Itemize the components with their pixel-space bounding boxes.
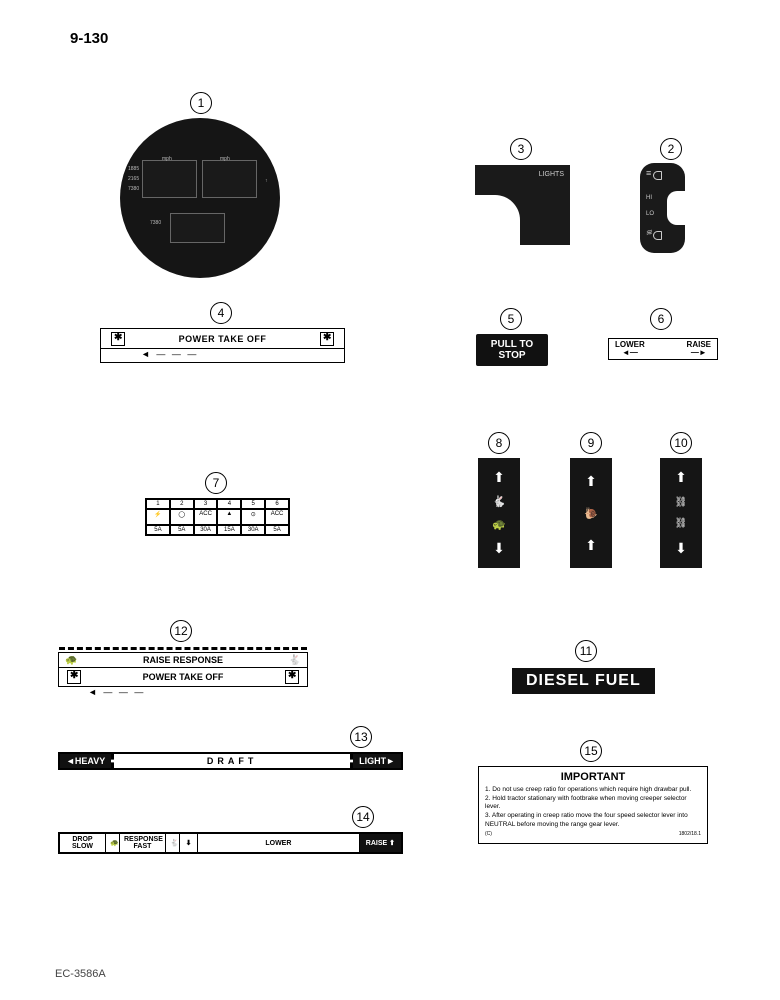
lights-title: LIGHTS: [539, 171, 564, 178]
important-heading: IMPORTANT: [485, 771, 701, 783]
d10-hitch-up-icon: ⛓: [675, 497, 688, 508]
decal-gauge: mph mph 1885 2165 7380 7380 ↑: [120, 118, 280, 278]
decal-lights: LIGHTS: [475, 165, 570, 245]
decal-draft: ◄HEAVY DRAFT LIGHT►: [58, 752, 403, 770]
raise-cap: RAISE: [366, 840, 387, 847]
decal-raise-response: 🐢 RAISE RESPONSE 🐇 POWER TAKE OFF ◄ — — …: [58, 652, 308, 697]
callout-5: 5: [500, 308, 522, 330]
important-l2: 2. Hold tractor stationary with footbrak…: [485, 795, 701, 811]
draft-mid: DRAFT: [111, 754, 353, 768]
lo-label: LO: [646, 211, 654, 217]
drop-label: DROP: [64, 836, 101, 843]
decal-10: ⬆ ⛓ ⛓ ⬇: [660, 458, 702, 568]
callout-11: 11: [575, 640, 597, 662]
fuse-symbols: ⚡ ◯ ACC ▲ ⊙ ACC: [146, 509, 289, 525]
important-fL: (C): [485, 831, 492, 837]
callout-15: 15: [580, 740, 602, 762]
hi-beam-icon: [648, 171, 662, 179]
footer-code: EC-3586A: [55, 968, 106, 980]
pull-line2: STOP: [498, 350, 525, 361]
d10-up: ⬆: [675, 469, 687, 486]
decal-pto: POWER TAKE OFF ◄ — — —: [100, 328, 345, 363]
important-l3: 3. After operating in creep ratio move t…: [485, 812, 701, 828]
decal-fuse: 1 2 3 4 5 6 ⚡ ◯ ACC ▲ ⊙ ACC 5A 5A 30A 15…: [145, 498, 290, 536]
slow-label: SLOW: [64, 843, 101, 850]
callout-12: 12: [170, 620, 192, 642]
d9-up2: ⬆: [585, 537, 597, 554]
d8-up: ⬆: [493, 469, 505, 486]
fuse-header: 1 2 3 4 5 6: [146, 499, 289, 509]
callout-1: 1: [190, 92, 212, 114]
decal-lower-raise: LOWER ◄— RAISE —►: [608, 338, 718, 360]
raise-response-title: RAISE RESPONSE: [143, 655, 223, 665]
callout-2: 2: [660, 138, 682, 160]
gauge-row-c2: 7380: [150, 220, 161, 226]
callout-13: 13: [350, 726, 372, 748]
callout-4: 4: [210, 302, 232, 324]
callout-9: 9: [580, 432, 602, 454]
decal-8: ⬆ 🐇 🐢 ⬇: [478, 458, 520, 568]
draft-heavy: ◄HEAVY: [60, 754, 111, 768]
rabbit-icon: 🐇: [289, 655, 301, 666]
gauge-row-b: 2165: [128, 176, 139, 182]
pull-line1: PULL TO: [491, 339, 533, 350]
callout-14: 14: [352, 806, 374, 828]
d8-turtle-icon: 🐢: [492, 518, 506, 531]
callout-6: 6: [650, 308, 672, 330]
lower-arrow: ◄—: [615, 349, 645, 357]
d8-down: ⬇: [493, 540, 505, 557]
sun-icon-right: [320, 332, 334, 346]
decal-pull-stop: PULL TO STOP: [476, 334, 548, 366]
callout-10: 10: [670, 432, 692, 454]
sun-icon: [67, 670, 81, 684]
raise-arrow: —►: [687, 349, 711, 357]
d10-down: ⬇: [675, 540, 687, 557]
decal-important: IMPORTANT 1. Do not use creep ratio for …: [478, 766, 708, 844]
callout-3: 3: [510, 138, 532, 160]
pto-title: POWER TAKE OFF: [179, 334, 267, 344]
callout-8: 8: [488, 432, 510, 454]
gauge-mph-1: mph: [162, 156, 172, 162]
response-label: RESPONSE: [124, 836, 161, 843]
turtle-icon: 🐢: [65, 655, 77, 666]
callout-7: 7: [205, 472, 227, 494]
d9-snail-icon: 🐌: [584, 507, 598, 520]
pto-arrow-2: ◄ — — —: [58, 687, 308, 697]
hi-label: HI: [646, 195, 652, 201]
decal-hilo: HI LO: [640, 163, 685, 253]
lo-beam-icon: [648, 231, 662, 239]
d9-up: ⬆: [585, 473, 597, 490]
sun-icon: [285, 670, 299, 684]
fuse-amps: 5A 5A 30A 15A 30A 5A: [146, 525, 289, 535]
gauge-mph-2: mph: [220, 156, 230, 162]
decal-9: ⬆ 🐌 ⬆: [570, 458, 612, 568]
decal-diesel: DIESEL FUEL: [512, 668, 655, 694]
pto-title-2: POWER TAKE OFF: [143, 672, 224, 682]
sun-icon-left: [111, 332, 125, 346]
page-number: 9-130: [70, 30, 108, 47]
fast-label: FAST: [124, 843, 161, 850]
decal-drop-response: DROP SLOW 🐢 RESPONSE FAST 🐇 ⬇ LOWER RAIS…: [58, 832, 403, 854]
gauge-row-c: 7380: [128, 186, 139, 192]
important-l1: 1. Do not use creep ratio for operations…: [485, 786, 701, 794]
draft-light: LIGHT►: [353, 754, 401, 768]
lower-mid: LOWER: [198, 834, 360, 852]
gauge-row-a: 1885: [128, 166, 139, 172]
d8-rabbit-icon: 🐇: [492, 495, 506, 508]
pto-arrow: ◄ — — —: [101, 349, 344, 359]
important-fR: 1802/18.1: [679, 831, 701, 837]
d10-hitch-dn-icon: ⛓: [675, 518, 688, 529]
